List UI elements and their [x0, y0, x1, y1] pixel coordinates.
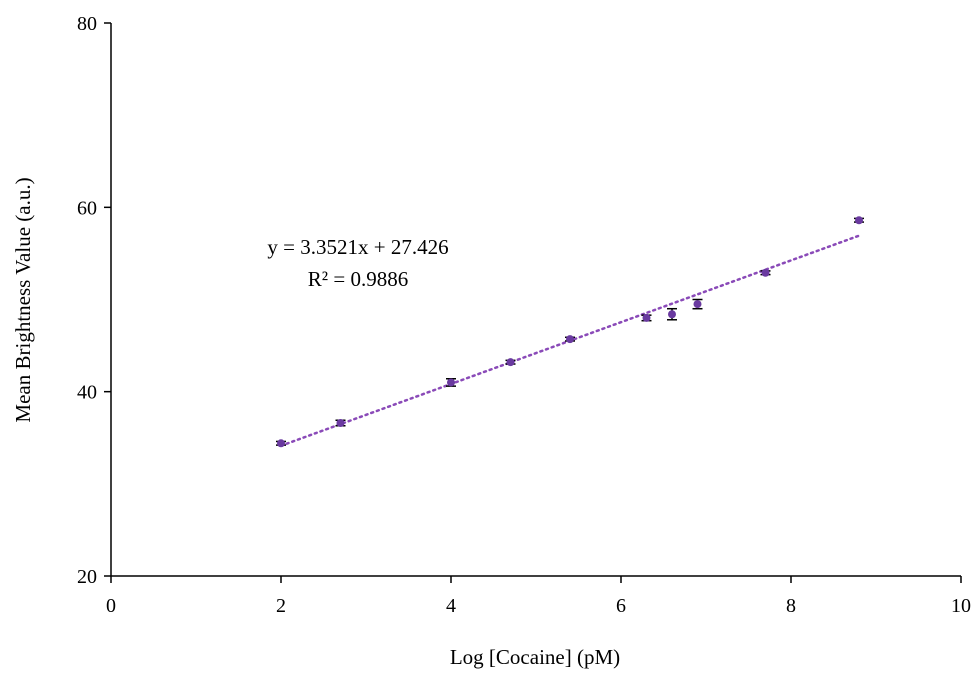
y-tick-label: 60 — [77, 197, 97, 219]
data-point — [668, 310, 676, 319]
data-points — [276, 216, 864, 448]
data-point — [761, 268, 770, 277]
y-tick-label: 40 — [77, 382, 97, 404]
x-tick-label: 2 — [276, 595, 286, 617]
data-point — [447, 378, 455, 387]
data-point — [855, 216, 863, 225]
y-ticks: 20 40 60 80 — [77, 13, 111, 588]
trendline-equation: y = 3.3521x + 27.426 — [267, 235, 448, 259]
r-squared-label: R² = 0.9886 — [308, 267, 408, 291]
data-point — [566, 335, 574, 344]
x-tick-label: 8 — [786, 595, 796, 617]
data-point — [336, 419, 345, 428]
data-point — [506, 358, 515, 367]
data-point — [642, 313, 651, 322]
x-ticks: 0 2 4 6 8 10 — [106, 576, 971, 617]
data-point — [693, 300, 702, 309]
y-tick-label: 80 — [77, 13, 97, 35]
data-point — [277, 439, 285, 448]
x-tick-label: 4 — [446, 595, 456, 617]
axes — [110, 23, 961, 577]
x-axis-title: Log [Cocaine] (pM) — [450, 645, 620, 669]
x-tick-label: 10 — [951, 595, 971, 617]
y-tick-label: 20 — [77, 566, 97, 588]
y-axis-title: Mean Brightness Value (a.u.) — [11, 177, 35, 422]
x-tick-label: 0 — [106, 595, 116, 617]
x-tick-label: 6 — [616, 595, 626, 617]
